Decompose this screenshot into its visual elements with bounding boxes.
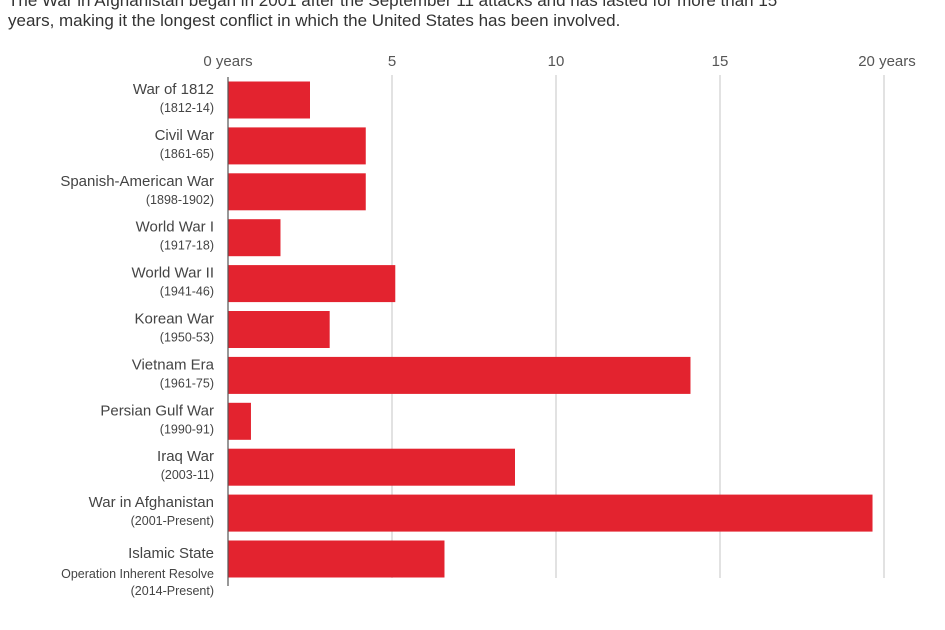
category-labels: War of 1812 (1812-14) Civil War (1861-65) Sp…	[60, 81, 214, 598]
bar-korean-war	[228, 311, 330, 348]
bar-world-war-i	[228, 219, 281, 257]
category-name: War of 1812	[133, 81, 214, 98]
x-tick-label: 0 years	[203, 53, 252, 70]
category-years: (1990-91)	[160, 422, 214, 436]
category-years: (2001-Present)	[131, 514, 214, 528]
category-name: Persian Gulf War	[100, 402, 214, 419]
intro-line-2: years, making it the longest conflict in…	[8, 11, 621, 30]
intro-line-1: The War in Afghanistan began in 2001 aft…	[8, 0, 778, 10]
bar-war-in-afghanistan	[228, 494, 873, 532]
category-name-line-2: Operation Inherent Resolve	[61, 567, 214, 581]
bar-spanish-american-war	[228, 173, 366, 211]
x-axis-ticks: 0 years 5 10 15 20 years	[203, 53, 915, 70]
category-name: Spanish-American War	[60, 173, 214, 190]
x-tick-label: 20 years	[858, 53, 916, 70]
category-years: (1898-1902)	[146, 193, 214, 207]
category-name: Korean War	[135, 311, 214, 328]
x-tick-label: 5	[388, 53, 396, 70]
bar-persian-gulf-war	[228, 402, 251, 440]
category-name: Iraq War	[157, 448, 214, 465]
bar-vietnam-era	[228, 356, 691, 394]
category-name: Civil War	[155, 127, 214, 144]
category-name: Vietnam Era	[132, 356, 215, 373]
category-years: (1861-65)	[160, 147, 214, 161]
bars	[228, 81, 873, 578]
intro-text: The War in Afghanistan began in 2001 aft…	[8, 0, 943, 31]
category-name: Islamic State	[128, 545, 214, 562]
bar-islamic-state	[228, 540, 445, 578]
category-years: (1941-46)	[160, 285, 214, 299]
category-years: (2003-11)	[161, 468, 214, 482]
bar-civil-war	[228, 127, 366, 165]
category-name: World War I	[136, 219, 214, 236]
category-years: (2014-Present)	[131, 584, 214, 598]
bar-iraq-war	[228, 448, 515, 486]
bar-war-of-1812	[228, 81, 310, 119]
bar-world-war-ii	[228, 265, 396, 303]
category-years: (1812-14)	[160, 101, 214, 115]
category-years: (1950-53)	[160, 331, 214, 345]
category-name: War in Afghanistan	[89, 494, 214, 511]
gridlines	[391, 75, 885, 578]
x-tick-label: 10	[548, 53, 565, 70]
category-years: (1917-18)	[160, 239, 214, 253]
category-years: (1961-75)	[160, 376, 214, 390]
category-name: World War II	[131, 265, 214, 282]
x-tick-label: 15	[712, 53, 729, 70]
